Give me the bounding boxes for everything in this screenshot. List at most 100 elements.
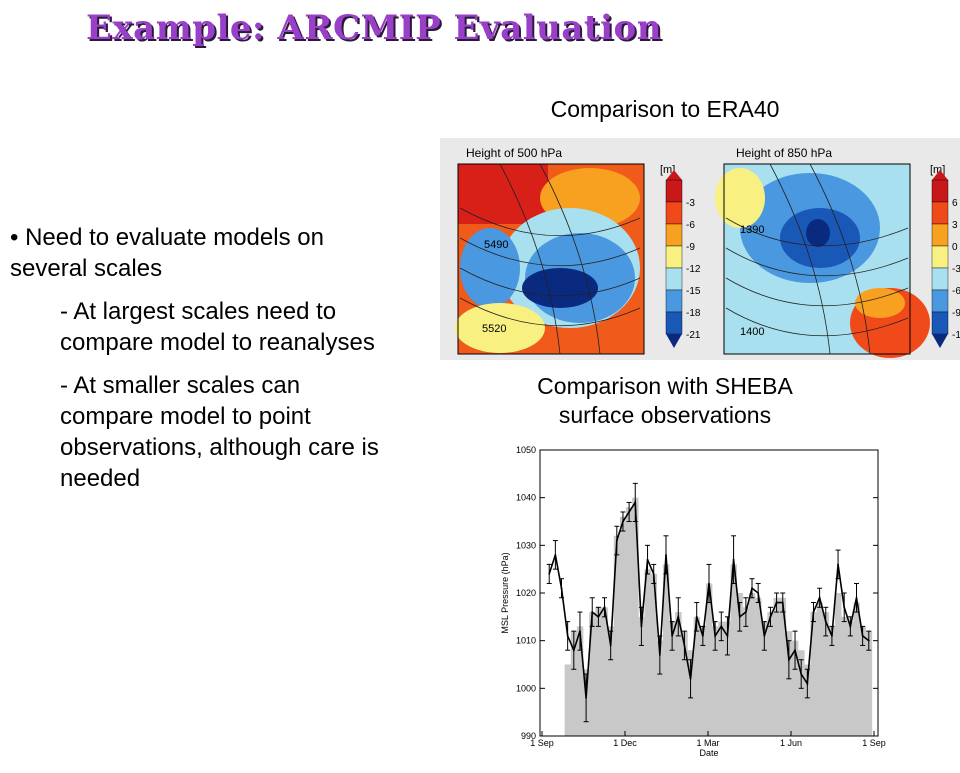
x-tick-label: 1 Mar [696,738,719,748]
map-right-contour-label: 1400 [740,326,764,338]
shaded-column [791,640,799,736]
y-tick-label: 1020 [516,588,536,598]
shaded-column [847,621,854,736]
colorbar-tick-label: -21 [686,330,701,341]
shaded-column [656,640,664,736]
colorbar-tick-label: -15 [686,286,701,297]
colorbar-tick-label: 6 [952,198,958,209]
x-axis-label: Date [699,748,718,758]
y-tick-label: 990 [521,731,536,741]
shaded-column [810,612,817,736]
x-tick-label: 1 Dec [613,738,637,748]
colorbar-segment [665,245,683,269]
colorbar-tick-label: -18 [686,308,701,319]
shaded-column [564,664,572,736]
shaded-column [632,497,639,736]
shaded-column [785,631,793,736]
shaded-column [613,535,621,736]
map-right-contours [725,163,909,355]
colorbar-segment [665,267,683,291]
shaded-column [675,612,682,736]
bullet-sub-2: - At smaller scales can compare model to… [60,372,379,492]
y-tick-label: 1050 [516,445,536,455]
shaded-column [576,626,584,736]
colorbar-arrow-top [666,170,682,180]
shaded-column [773,597,780,736]
y-tick-label: 1010 [516,636,536,646]
x-tick-label: 1 Jun [780,738,802,748]
shaded-column [619,516,627,736]
colorbar-segment [931,201,949,225]
caption-era40: Comparison to ERA40 [550,96,780,122]
shaded-column [570,631,578,736]
colorbar-tick-label: -12 [952,330,960,341]
shaded-column [816,602,823,736]
shaded-column [650,573,658,736]
caption-sheba: Comparison with SHEBA surface observatio… [500,372,830,430]
bullet-main: • Need to evaluate models on several sca… [10,224,324,282]
map-left-title: Height of 500 hPa [466,146,562,160]
colorbar-segment [931,179,949,203]
shaded-column [595,607,602,736]
colorbar-tick-label: 0 [952,242,958,253]
map-right-region [806,219,830,247]
map-left-region [522,268,598,308]
shaded-column [712,626,719,736]
slide-title: Example: ARCMIP Evaluation [86,8,662,48]
shaded-column [718,621,725,736]
shaded-column [644,569,651,736]
colorbar-segment [931,267,949,291]
caption-sheba-line1: Comparison with SHEBA [537,373,793,399]
x-tick-label: 1 Sep [530,738,554,748]
colorbar-segment [931,289,949,313]
maps-figure: Height of 500 hPa [m] 5490 5520 -3 -6 -9 -1… [455,146,960,358]
colorbar-tick-label: -6 [952,286,960,297]
colorbar-tick-label: -12 [686,264,701,275]
colorbar-segment [665,201,683,225]
map-right-contour-label: 1390 [740,224,764,236]
shaded-column [705,583,713,736]
map-right-frame [723,163,911,355]
map-left-region [458,164,548,224]
shaded-column [828,626,836,736]
map-right-colorbar: 6 3 0 -3 -6 -9 -12 [931,170,960,348]
map-right-title: Height of 850 hPa [736,146,832,160]
shaded-column [626,507,633,736]
shaded-column [724,621,731,736]
shaded-column [607,626,615,736]
map-left-region [455,303,545,353]
shaded-column [804,664,811,736]
colorbar-tick-label: -6 [686,220,695,231]
colorbar-tick-label: -3 [686,198,695,209]
shaded-column [859,626,867,736]
colorbar-segment [665,179,683,203]
colorbar-segment [931,311,949,335]
colorbar-segment [931,245,949,269]
shaded-column [834,593,842,736]
map-left-frame [457,163,645,355]
colorbar-segment [665,289,683,313]
shaded-column [853,602,860,736]
map-right-region [855,288,905,318]
colorbar-segment [931,223,949,247]
shaded-column [638,616,645,736]
shaded-column [779,597,787,736]
colorbar-arrow-bottom [932,334,948,348]
shaded-column [589,612,596,736]
x-tick-label: 1 Sep [862,738,886,748]
colorbar-tick-label: 3 [952,220,958,231]
maps-panel: Height of 500 hPa [m] 5490 5520 -3 -6 -9 -1… [440,138,960,360]
pressure-chart: 990 1000 1010 1020 1030 1040 1050 1 Sep 1 Dec 1 M… [500,445,886,758]
map-left-contours [459,163,641,355]
colorbar-tick-label: -9 [952,308,960,319]
map-left-contour-label: 5490 [484,239,508,251]
map-left-contour-label: 5520 [482,323,506,335]
shaded-column [681,631,688,736]
colorbar-segment [665,311,683,335]
map-left-colorbar: -3 -6 -9 -12 -15 -18 -21 [665,170,701,348]
colorbar-segment [665,223,683,247]
bullet-sub-1: - At largest scales need to compare mode… [60,298,375,356]
caption-sheba-line2: surface observations [558,402,772,428]
colorbar-arrow-top [932,170,948,180]
shaded-column [798,650,805,736]
